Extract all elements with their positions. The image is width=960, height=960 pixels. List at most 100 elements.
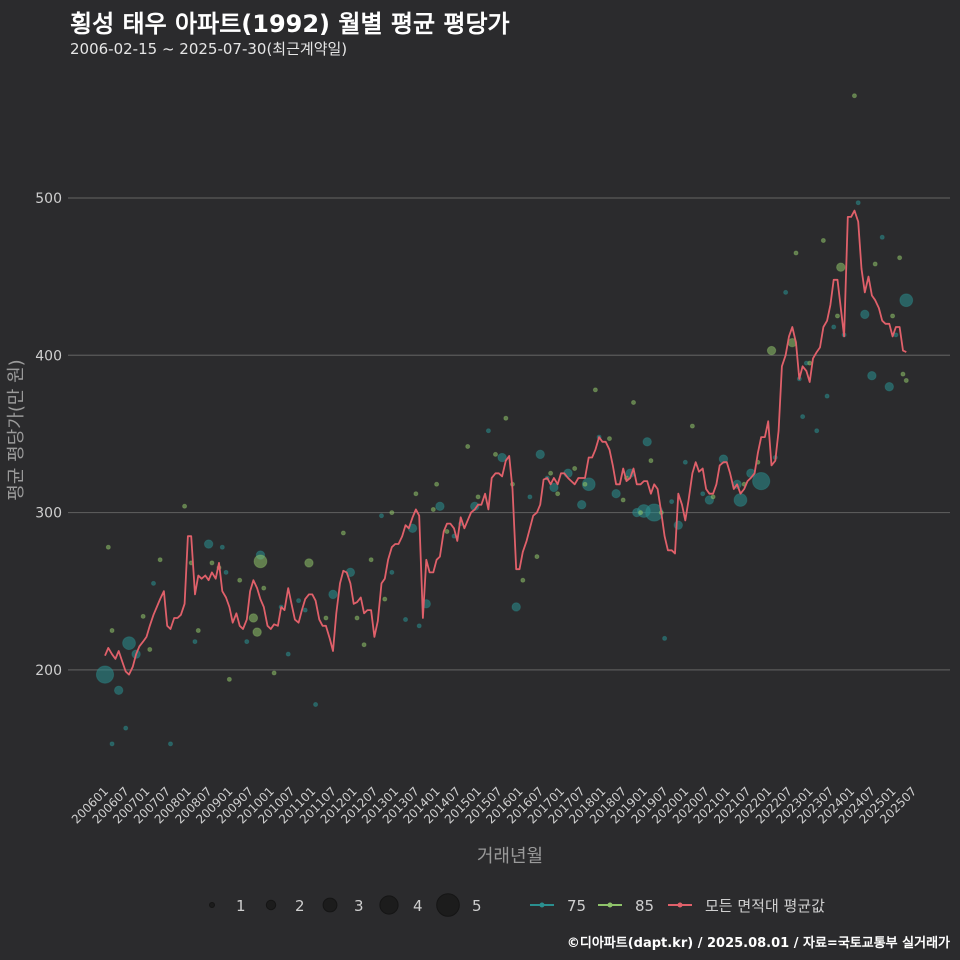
chart-subtitle: 2006-02-15 ~ 2025-07-30(최근계약일): [70, 40, 348, 58]
size-legend-label: 4: [413, 897, 423, 915]
point-85: [389, 510, 395, 516]
point-75: [389, 569, 395, 575]
point-75: [899, 293, 914, 308]
point-75: [497, 452, 507, 463]
point-85: [689, 423, 695, 429]
point-75: [403, 617, 409, 623]
point-85: [890, 313, 896, 319]
point-85: [534, 554, 540, 560]
size-legend-circle: [209, 902, 215, 908]
point-75: [378, 513, 384, 519]
point-75: [549, 482, 559, 493]
x-axis-title: 거래년월: [477, 846, 543, 867]
point-85: [766, 345, 777, 356]
average-line: [104, 209, 907, 676]
point-85: [548, 470, 554, 476]
grid-layer: [68, 197, 950, 671]
point-85: [820, 237, 826, 243]
point-75: [824, 393, 830, 399]
point-75: [113, 685, 124, 696]
point-85: [520, 577, 526, 583]
y-axis-labels: 200 300 400 500: [35, 191, 62, 679]
point-85: [261, 585, 267, 591]
size-legend-label: 2: [295, 897, 305, 915]
point-85: [434, 481, 440, 487]
point-75: [535, 449, 545, 460]
point-85: [195, 628, 201, 634]
point-85: [572, 466, 578, 472]
point-75: [682, 459, 688, 465]
point-85: [413, 491, 419, 497]
point-85: [105, 544, 111, 550]
point-75: [576, 500, 587, 510]
point-85: [900, 371, 906, 377]
point-85: [631, 399, 637, 405]
point-85: [430, 506, 436, 512]
point-85: [237, 577, 243, 583]
point-75: [700, 491, 706, 497]
point-85: [555, 491, 561, 497]
point-75: [123, 725, 129, 731]
point-75: [884, 382, 894, 392]
point-85: [897, 255, 903, 261]
point-85: [465, 444, 471, 450]
size-legend-circle: [436, 893, 460, 917]
point-85: [253, 554, 268, 569]
point-85: [582, 481, 588, 487]
point-85: [109, 628, 115, 634]
point-75: [244, 639, 250, 645]
point-85: [323, 615, 329, 621]
point-75: [860, 309, 870, 320]
point-75: [109, 741, 115, 747]
point-85: [836, 262, 846, 272]
size-legend-circle: [265, 899, 277, 911]
point-75: [313, 701, 319, 707]
size-legend-label: 5: [472, 897, 482, 915]
point-85: [252, 627, 262, 637]
source-caption: ©디아파트(dapt.kr) / 2025.08.01 / 자료=국토교통부 실…: [566, 936, 950, 951]
point-75: [95, 665, 115, 684]
point-85: [503, 415, 509, 421]
point-85: [620, 497, 626, 503]
point-75: [611, 489, 621, 499]
point-75: [581, 477, 596, 492]
point-75: [642, 437, 652, 447]
point-85: [872, 261, 878, 267]
point-85: [361, 642, 367, 648]
point-85: [793, 250, 799, 256]
point-75: [669, 499, 675, 505]
point-75: [416, 623, 422, 629]
point-85: [157, 557, 163, 563]
legend: 1 2 3 4 5 75 85 모든 면적대 평균값: [209, 893, 825, 917]
y-tick-label: 500: [35, 191, 62, 207]
point-85: [368, 557, 374, 563]
point-85: [444, 528, 450, 534]
point-85: [147, 646, 153, 652]
x-axis-labels: 2006012006072007012007072008012008072009…: [69, 784, 920, 826]
size-legend-circle: [379, 895, 399, 915]
point-75: [223, 569, 229, 575]
point-75: [203, 539, 214, 549]
point-85: [475, 494, 481, 500]
y-tick-label: 300: [35, 506, 62, 522]
point-75: [219, 544, 225, 550]
point-75: [879, 234, 885, 240]
point-75: [122, 636, 136, 651]
scatter-layer: [95, 93, 914, 747]
point-85: [209, 560, 215, 566]
point-85: [492, 451, 498, 457]
point-75: [867, 371, 877, 381]
point-75: [285, 651, 291, 657]
point-85: [354, 615, 360, 621]
point-85: [340, 530, 346, 536]
point-75: [527, 494, 533, 500]
legend-dot-avg: [677, 902, 683, 908]
legend-dot-85: [607, 902, 613, 908]
point-75: [662, 635, 668, 641]
point-75: [752, 472, 771, 491]
legend-dot-75: [539, 902, 545, 908]
point-75: [783, 289, 789, 295]
point-75: [192, 639, 198, 645]
y-tick-label: 200: [35, 663, 62, 679]
